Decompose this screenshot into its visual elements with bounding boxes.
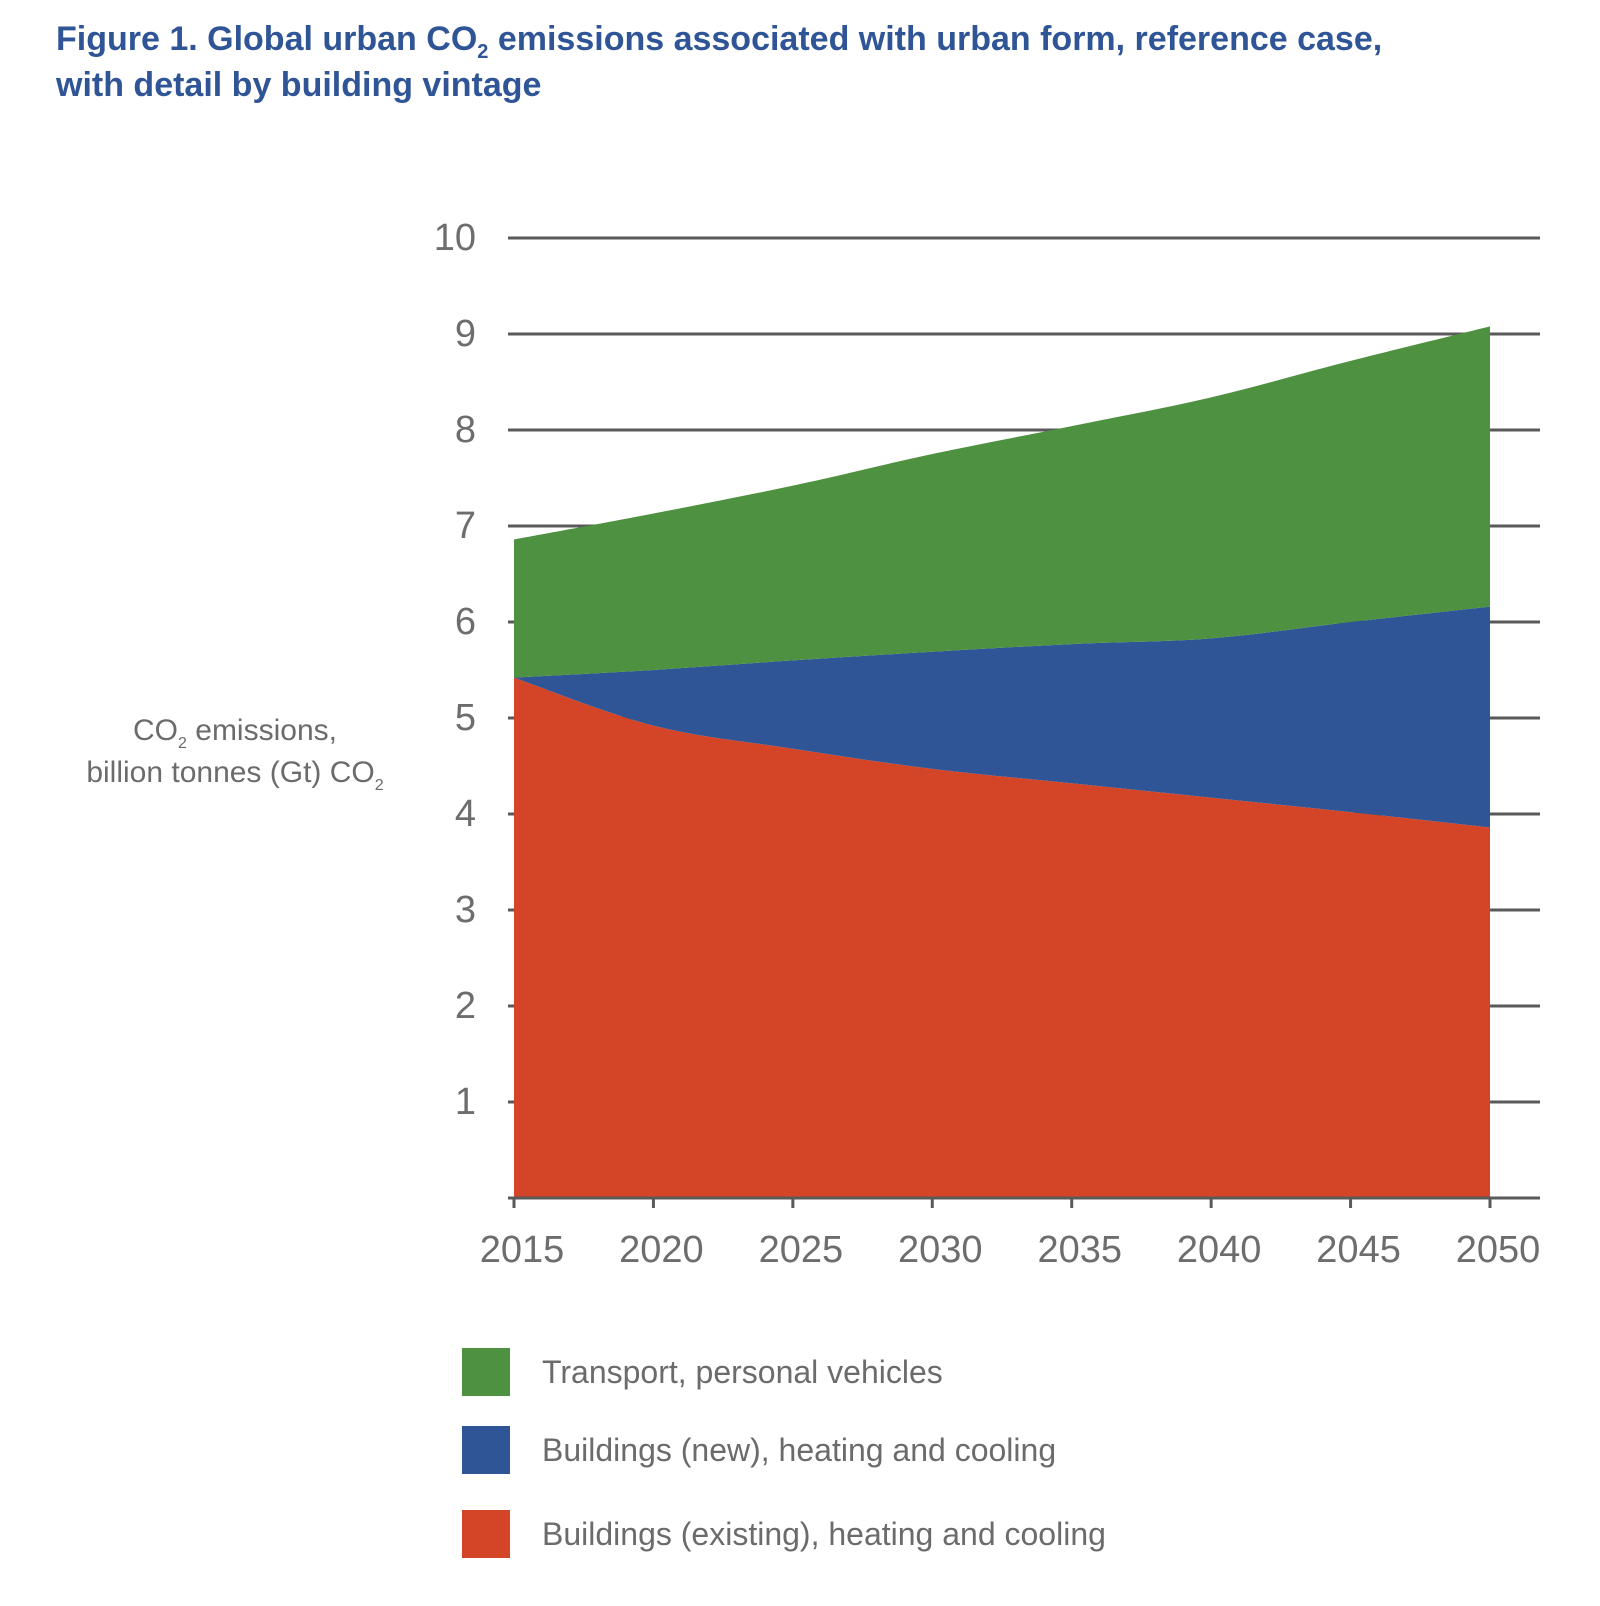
legend-item-transport: Transport, personal vehicles (462, 1348, 1362, 1396)
chart-title: Figure 1. Global urban CO2 emissions ass… (56, 16, 1516, 108)
legend-swatch-buildings-existing (462, 1510, 510, 1558)
y-tick-label-1: 1 (455, 1081, 476, 1123)
x-tick-label-2030: 2030 (898, 1229, 983, 1271)
title-text-part1: Figure 1. Global urban CO (56, 20, 478, 58)
y-axis-label-line1-pre: CO (133, 714, 179, 747)
x-tick-label-2050: 2050 (1456, 1229, 1541, 1271)
title-subscript: 2 (477, 41, 489, 63)
legend-label-buildings-new: Buildings (new), heating and cooling (542, 1432, 1057, 1468)
y-axis-label: CO2 emissions, billion tonnes (Gt) CO2 (40, 710, 430, 794)
legend-swatch-buildings-new (462, 1426, 510, 1474)
title-text-part2: emissions associated with urban form, re… (488, 20, 1383, 58)
area-transport (514, 326, 1490, 678)
legend-label-buildings-existing: Buildings (existing), heating and coolin… (542, 1516, 1106, 1552)
legend-swatch-transport (462, 1348, 510, 1396)
area-buildings-existing (514, 677, 1490, 1198)
tick-label-layer: 2015 2020 2025 2030 2035 2040 2045 2050 1 2 3 4 5 6 7 8… (434, 217, 1541, 1271)
area-layer (514, 326, 1490, 1198)
area-buildings-new (514, 606, 1490, 828)
y-tick-label-3: 3 (455, 889, 476, 931)
y-axis-label-line2-pre: billion tonnes (Gt) CO (86, 756, 375, 789)
y-axis-label-line1-post: emissions, (186, 714, 337, 747)
title-text-line2: with detail by building vintage (56, 66, 542, 104)
y-tick-label-7: 7 (455, 505, 476, 547)
x-tick-label-2045: 2045 (1316, 1229, 1401, 1271)
x-tick-label-2015: 2015 (480, 1229, 565, 1271)
y-axis-label-line2-sub: 2 (374, 777, 384, 794)
y-tick-label-6: 6 (455, 601, 476, 643)
y-tick-label-10: 10 (434, 217, 476, 259)
x-tick-label-2020: 2020 (619, 1229, 704, 1271)
legend-item-buildings-new: Buildings (new), heating and cooling (462, 1426, 1362, 1474)
axis-layer (508, 1196, 1540, 1208)
y-tick-label-4: 4 (455, 793, 476, 835)
y-axis-label-line1-sub: 2 (178, 735, 187, 752)
x-tick-label-2025: 2025 (759, 1229, 844, 1271)
legend-item-buildings-existing: Buildings (existing), heating and coolin… (462, 1510, 1362, 1558)
y-tick-label-2: 2 (455, 985, 476, 1027)
y-tick-label-9: 9 (455, 313, 476, 355)
x-tick-label-2035: 2035 (1037, 1229, 1122, 1271)
y-tick-label-5: 5 (455, 697, 476, 739)
x-tick-label-2040: 2040 (1177, 1229, 1262, 1271)
y-tick-label-8: 8 (455, 409, 476, 451)
legend-label-transport: Transport, personal vehicles (542, 1354, 943, 1390)
